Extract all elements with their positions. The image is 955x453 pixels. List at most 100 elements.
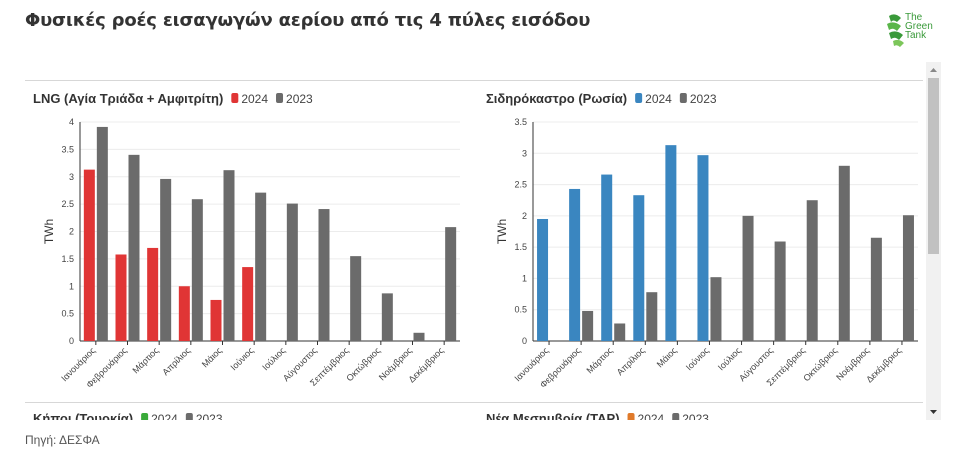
bar-2023-2[interactable]: [614, 323, 626, 341]
y-axis-label: TWh: [42, 219, 56, 244]
bar-2023-2[interactable]: [160, 178, 172, 341]
bar-2024-4[interactable]: [665, 145, 677, 341]
y-tick-label: 0: [522, 336, 527, 346]
bar-2024-2[interactable]: [601, 174, 613, 341]
bar-2024-5[interactable]: [242, 267, 254, 341]
x-tick-label: Ιούλιος: [716, 345, 744, 373]
x-tick-label: Μάρτιος: [585, 345, 616, 376]
bar-2023-10[interactable]: [870, 237, 882, 341]
section-divider-top: [25, 80, 923, 81]
y-tick-label: 0: [69, 336, 74, 346]
y-axis-label: TWh: [495, 219, 509, 244]
bar-2023-8[interactable]: [350, 256, 362, 341]
y-tick-label: 3.5: [514, 117, 527, 127]
x-tick-label: Απρίλιος: [615, 345, 647, 377]
chart-title: LNG (Αγία Τριάδα + Αμφιτρίτη): [33, 91, 223, 106]
legend-label-2023[interactable]: 2023: [286, 92, 313, 106]
peek-legend-swatch[interactable]: [627, 413, 635, 420]
legend-swatch-2023[interactable]: [679, 93, 687, 103]
x-tick-label: Ιούνιος: [684, 345, 712, 373]
bar-2023-6[interactable]: [286, 203, 298, 341]
bar-2023-3[interactable]: [191, 199, 203, 341]
x-tick-label: Οκτώβριος: [801, 345, 839, 383]
leaf-logo-icon: [887, 14, 904, 47]
russia-chart: Σιδηρόκαστρο (Ρωσία) 2024 2023 0 0.5 1 1.5 2 2.5…: [486, 91, 918, 390]
bar-2023-6[interactable]: [742, 215, 754, 341]
y-tick-label: 0.5: [514, 305, 527, 315]
y-tick-label: 1.5: [514, 242, 527, 252]
bar-2024-0[interactable]: [83, 169, 95, 341]
vertical-scrollbar[interactable]: [926, 62, 941, 420]
scrollbar-thumb[interactable]: [928, 78, 939, 254]
peek-chart-title: Νέα Μεσημβρία (TAP): [486, 411, 620, 420]
peek-legend-swatch[interactable]: [185, 413, 193, 420]
bar-2023-4[interactable]: [223, 170, 235, 341]
bar-2023-10[interactable]: [413, 332, 425, 341]
y-tick-label: 2.5: [61, 199, 74, 209]
bar-2023-7[interactable]: [318, 209, 330, 341]
x-tick-label: Απρίλιος: [160, 345, 192, 377]
bar-2023-5[interactable]: [255, 192, 267, 341]
bar-2024-4[interactable]: [210, 299, 222, 341]
legend-swatch-2023[interactable]: [276, 93, 284, 103]
bar-2024-5[interactable]: [697, 155, 709, 341]
bar-2023-9[interactable]: [838, 165, 850, 341]
bar-2024-3[interactable]: [178, 286, 190, 341]
scroll-down-arrow-icon[interactable]: [926, 406, 941, 418]
y-tick-label: 3.5: [61, 144, 74, 154]
bar-2023-5[interactable]: [710, 277, 722, 341]
logo-text: The Green Tank: [905, 12, 933, 41]
y-tick-label: 3: [522, 148, 527, 158]
bar-2023-9[interactable]: [381, 293, 393, 341]
peek-legend-label[interactable]: 2023: [196, 412, 223, 420]
legend-label-2024[interactable]: 2024: [645, 92, 672, 106]
x-tick-label: Οκτώβριος: [344, 345, 382, 383]
bar-2023-0[interactable]: [96, 126, 108, 341]
x-tick-label: Ιούλιος: [260, 345, 288, 373]
bar-2023-7[interactable]: [774, 241, 786, 341]
y-tick-label: 2: [522, 211, 527, 221]
x-tick-label: Ιούνιος: [229, 345, 257, 373]
next-charts-headers: Κήποι (Τουρκία) 2024 2023 Νέα Μεσημβρία (TA…: [33, 411, 709, 420]
peek-legend-label[interactable]: 2024: [638, 412, 665, 420]
legend-label-2024[interactable]: 2024: [241, 92, 268, 106]
scroll-up-arrow-icon[interactable]: [926, 64, 941, 76]
bar-2023-1[interactable]: [582, 310, 594, 341]
y-tick-label: 1.5: [61, 254, 74, 264]
x-tick-label: Μάιος: [200, 345, 225, 370]
bar-2024-2[interactable]: [147, 247, 159, 341]
logo: The Green Tank: [885, 10, 945, 52]
y-tick-label: 1: [69, 281, 74, 291]
peek-legend-swatch[interactable]: [141, 413, 149, 420]
legend-label-2023[interactable]: 2023: [690, 92, 717, 106]
y-tick-label: 4: [69, 117, 74, 127]
legend-swatch-2024[interactable]: [231, 93, 239, 103]
x-tick-label: Μάρτιος: [130, 345, 161, 376]
bar-2024-1[interactable]: [569, 188, 581, 341]
y-tick-label: 3: [69, 172, 74, 182]
bar-2023-11[interactable]: [445, 227, 457, 341]
bar-2024-3[interactable]: [633, 195, 645, 341]
x-tick-label: Δεκέμβριος: [406, 345, 446, 385]
peek-chart-title: Κήποι (Τουρκία): [33, 411, 133, 420]
bar-2023-3[interactable]: [646, 292, 658, 341]
y-tick-label: 2.5: [514, 180, 527, 190]
chart-title: Σιδηρόκαστρο (Ρωσία): [486, 91, 627, 106]
x-tick-label: Μάιος: [655, 345, 680, 370]
bar-2023-11[interactable]: [902, 215, 914, 341]
peek-legend-swatch[interactable]: [672, 413, 680, 420]
peek-legend-label[interactable]: 2023: [682, 412, 709, 420]
section-divider-bottom: [25, 402, 923, 403]
peek-legend-label[interactable]: 2024: [151, 412, 178, 420]
y-tick-label: 1: [522, 273, 527, 283]
bar-2023-1[interactable]: [128, 154, 140, 341]
x-tick-label: Δεκέμβριος: [864, 345, 904, 385]
lng-chart: LNG (Αγία Τριάδα + Αμφιτρίτη) 2024 2023 0 0.…: [33, 91, 460, 390]
bar-2023-8[interactable]: [806, 200, 818, 341]
source-note: Πηγή: ΔΕΣΦΑ: [25, 433, 100, 447]
bar-2024-0[interactable]: [537, 218, 549, 341]
page-title: Φυσικές ροές εισαγωγών αερίου από τις 4 …: [25, 10, 591, 31]
next-charts-peek: Κήποι (Τουρκία) 2024 2023 Νέα Μεσημβρία (TA…: [25, 404, 923, 420]
legend-swatch-2024[interactable]: [635, 93, 643, 103]
bar-2024-1[interactable]: [115, 254, 127, 341]
